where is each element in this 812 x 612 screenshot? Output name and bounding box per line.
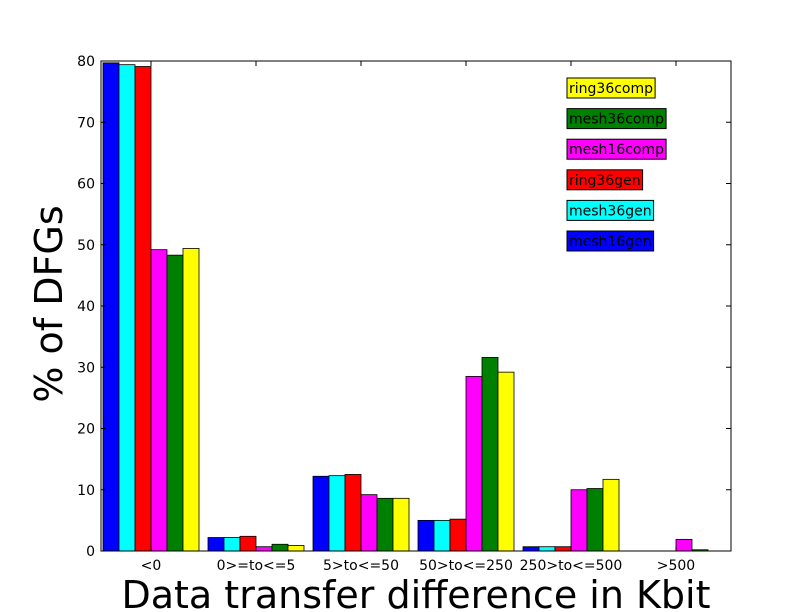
legend-item-ring36comp: ring36comp xyxy=(567,78,655,98)
y-tick-label-80: 80 xyxy=(77,54,95,70)
y-tick-label-50: 50 xyxy=(77,238,95,254)
bar-mesh16gen-4 xyxy=(523,547,539,551)
bar-mesh36gen-0 xyxy=(119,65,135,551)
bar-mesh16comp-4 xyxy=(571,490,587,551)
bar-ring36comp-4 xyxy=(603,479,619,551)
legend-label-ring36gen: ring36gen xyxy=(569,173,641,189)
bar-mesh36comp-2 xyxy=(377,498,393,551)
bar-mesh36comp-0 xyxy=(167,255,183,551)
x-tick-label-1: 0>=to<=5 xyxy=(217,558,296,574)
bar-ring36gen-3 xyxy=(450,519,466,551)
bar-mesh36comp-1 xyxy=(272,544,288,551)
x-tick-label-2: 5>to<=50 xyxy=(323,558,399,574)
bar-mesh16comp-1 xyxy=(256,547,272,551)
bar-mesh16gen-3 xyxy=(418,520,434,551)
y-tick-label-0: 0 xyxy=(86,544,95,560)
x-tick-label-3: 50>to<=250 xyxy=(419,558,513,574)
bar-mesh16gen-2 xyxy=(313,476,329,551)
bar-mesh36gen-4 xyxy=(539,547,555,551)
x-tick-label-5: >500 xyxy=(657,558,695,574)
legend-label-mesh16comp: mesh16comp xyxy=(569,142,664,158)
bar-mesh16comp-5 xyxy=(676,539,692,551)
legend-item-mesh16comp: mesh16comp xyxy=(567,139,666,159)
x-tick-label-0: <0 xyxy=(141,558,162,574)
x-tick-label-4: 250>to<=500 xyxy=(520,558,623,574)
bar-mesh36gen-3 xyxy=(434,520,450,551)
bar-mesh36comp-4 xyxy=(587,489,603,551)
bar-ring36comp-3 xyxy=(498,372,514,551)
bar-ring36gen-4 xyxy=(555,547,571,551)
legend-item-mesh16gen: mesh16gen xyxy=(567,231,654,251)
bar-ring36gen-2 xyxy=(345,474,361,551)
legend-item-ring36gen: ring36gen xyxy=(567,170,643,190)
y-tick-label-60: 60 xyxy=(77,177,95,193)
legend-label-ring36comp: ring36comp xyxy=(569,81,653,97)
y-axis-label: % of DFGs xyxy=(27,205,71,402)
legend-label-mesh16gen: mesh16gen xyxy=(569,234,652,250)
legend-item-mesh36gen: mesh36gen xyxy=(567,200,654,220)
bar-ring36gen-0 xyxy=(135,67,151,551)
bar-mesh16comp-3 xyxy=(466,376,482,551)
bar-mesh36gen-1 xyxy=(224,538,240,551)
y-tick-label-20: 20 xyxy=(77,422,95,438)
bar-mesh16gen-0 xyxy=(103,63,119,551)
y-tick-label-10: 10 xyxy=(77,483,95,499)
bar-mesh16comp-0 xyxy=(151,250,167,551)
y-tick-label-40: 40 xyxy=(77,299,95,315)
x-axis-label: Data transfer difference in Kbit xyxy=(121,573,710,612)
bar-mesh16comp-2 xyxy=(361,495,377,551)
bar-ring36comp-1 xyxy=(288,545,304,551)
y-tick-label-30: 30 xyxy=(77,360,95,376)
legend-label-mesh36gen: mesh36gen xyxy=(569,203,652,219)
bar-ring36comp-2 xyxy=(393,498,409,551)
bar-ring36comp-0 xyxy=(183,248,199,551)
bar-ring36gen-1 xyxy=(240,536,256,551)
legend-label-mesh36comp: mesh36comp xyxy=(569,112,664,128)
bar-mesh36gen-2 xyxy=(329,476,345,551)
y-tick-label-70: 70 xyxy=(77,115,95,131)
legend-item-mesh36comp: mesh36comp xyxy=(567,109,666,129)
bar-mesh16gen-1 xyxy=(208,538,224,551)
bar-mesh36comp-3 xyxy=(482,357,498,551)
